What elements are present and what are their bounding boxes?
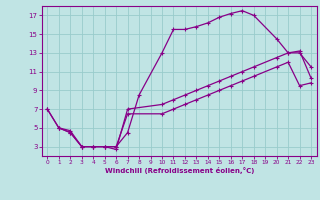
X-axis label: Windchill (Refroidissement éolien,°C): Windchill (Refroidissement éolien,°C) [105,167,254,174]
